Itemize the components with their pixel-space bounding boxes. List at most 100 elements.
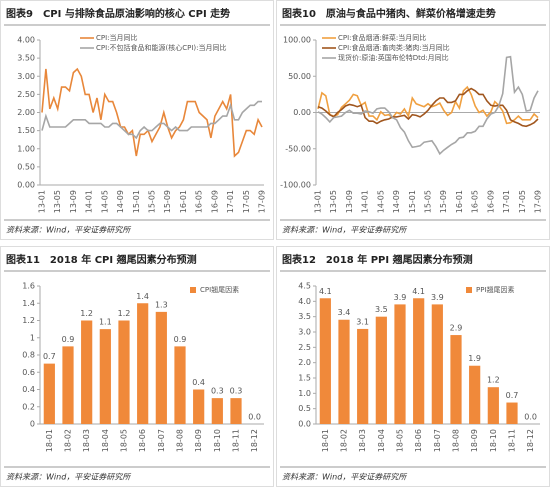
source: 资料来源：Wind，平安证券研究所 <box>6 226 132 235</box>
x-tick-label: 18-06 <box>414 429 423 452</box>
y-tick-label: 0.6 <box>22 368 35 377</box>
bar <box>357 328 369 424</box>
x-tick-label: 14-01 <box>361 190 370 213</box>
legend-label: CPI:当月同比 <box>96 33 138 42</box>
x-tick-label: 14-05 <box>376 190 385 213</box>
bar <box>174 346 186 424</box>
y-tick-label: 1.2 <box>22 316 35 325</box>
data-label: 4.1 <box>319 287 332 296</box>
data-label: 3.4 <box>338 308 351 317</box>
line-series <box>41 67 263 158</box>
x-tick-label: 15-05 <box>424 190 433 213</box>
bar <box>319 298 331 424</box>
x-tick-label: 15-01 <box>132 190 141 213</box>
x-tick-label: 17-05 <box>518 190 527 213</box>
x-tick-label: 16-05 <box>471 190 480 213</box>
bar <box>193 389 205 424</box>
line-series <box>317 55 539 156</box>
y-tick-label: 1 <box>30 333 35 342</box>
x-tick-label: 18-11 <box>508 429 517 452</box>
x-tick-label: 15-09 <box>439 190 448 213</box>
x-tick-label: 14-05 <box>100 190 109 213</box>
data-label: 0.7 <box>506 391 519 400</box>
y-tick-label: 2.0 <box>298 358 311 367</box>
x-tick-label: 18-05 <box>396 429 405 452</box>
panel-title: 图表12 2018 年 PPI 翘尾因素分布预测 <box>282 253 473 266</box>
data-label: 1.9 <box>468 354 481 363</box>
data-label: 0.3 <box>230 387 243 396</box>
legend-label: PPI翘尾因素 <box>476 285 515 294</box>
data-label: 3.9 <box>394 293 407 302</box>
x-tick-label: 18-02 <box>340 429 349 452</box>
bar <box>155 311 167 424</box>
x-tick-label: 13-01 <box>313 190 322 213</box>
bar <box>450 335 462 424</box>
panel-title: 图表11 2018 年 CPI 翘尾因素分布预测 <box>6 253 197 266</box>
data-label: 1.4 <box>136 292 149 301</box>
legend-swatch <box>190 287 196 293</box>
x-tick-label: 17-05 <box>242 190 251 213</box>
panel-title: 图表10 原油与食品中猪肉、鲜菜价格增速走势 <box>282 7 496 20</box>
bar <box>431 304 443 424</box>
bar <box>230 398 242 424</box>
data-label: 0.9 <box>174 335 187 344</box>
x-tick-label: 18-09 <box>470 429 479 452</box>
x-tick-label: 18-10 <box>489 429 498 452</box>
y-tick-label: 0.2 <box>22 402 35 411</box>
x-tick-label: 15-05 <box>148 190 157 213</box>
y-tick-label: 4.5 <box>298 282 311 291</box>
x-tick-label: 18-01 <box>45 429 54 452</box>
y-tick-label: 2.00 <box>17 108 35 117</box>
y-tick-label: 4.00 <box>17 36 35 45</box>
bar <box>413 298 425 424</box>
panel <box>0 0 274 240</box>
bar <box>62 346 74 424</box>
source: 资料来源：Wind，平安证券研究所 <box>282 226 408 235</box>
x-tick-label: 18-04 <box>377 429 386 452</box>
x-tick-label: 18-11 <box>232 429 241 452</box>
bar <box>487 387 499 424</box>
y-tick-label: 2.50 <box>17 90 35 99</box>
legend-label: CPI:食品烟酒:鲜菜:当月同比 <box>338 33 426 42</box>
x-tick-label: 18-12 <box>250 429 259 452</box>
y-tick-label: 1.5 <box>298 374 311 383</box>
x-tick-label: 18-10 <box>213 429 222 452</box>
x-tick-label: 13-05 <box>329 190 338 213</box>
bar <box>469 365 481 424</box>
legend-label: 现货价:原油:英国布伦特Dtd:月同比 <box>338 53 449 62</box>
data-label: 0.4 <box>192 378 205 387</box>
x-tick-label: 14-09 <box>392 190 401 213</box>
y-tick-label: 3.50 <box>17 54 35 63</box>
x-tick-label: 18-02 <box>64 429 73 452</box>
x-tick-label: 15-09 <box>163 190 172 213</box>
y-tick-label: 0.0 <box>298 420 311 429</box>
x-tick-label: 16-09 <box>486 190 495 213</box>
y-tick-label: 1.50 <box>17 126 35 135</box>
y-tick-label: 1.6 <box>22 282 35 291</box>
data-label: 3.5 <box>375 305 388 314</box>
data-label: 1.3 <box>155 300 168 309</box>
x-tick-label: 18-04 <box>101 429 110 452</box>
x-tick-label: 17-09 <box>534 190 543 213</box>
y-tick-label: 1.00 <box>17 144 35 153</box>
x-tick-label: 14-01 <box>85 190 94 213</box>
y-tick-label: 0.5 <box>298 404 311 413</box>
y-tick-label: 1.4 <box>22 299 35 308</box>
y-tick-label: 50.00 <box>288 72 311 81</box>
x-tick-label: 18-01 <box>321 429 330 452</box>
bar <box>99 329 111 424</box>
legend-label: CPI:不包括食品和能源(核心CPI):当月同比 <box>96 43 227 52</box>
data-label: 1.2 <box>80 309 93 318</box>
data-label: 1.2 <box>487 376 500 385</box>
y-tick-label: 0.00 <box>293 108 311 117</box>
data-label: 3.9 <box>431 293 444 302</box>
x-tick-label: 13-09 <box>69 190 78 213</box>
source: 资料来源：Wind，平安证券研究所 <box>282 473 408 482</box>
y-tick-label: -100.00 <box>280 181 311 190</box>
x-tick-label: 18-12 <box>526 429 535 452</box>
x-tick-label: 16-09 <box>210 190 219 213</box>
y-tick-label: 0.8 <box>22 351 35 360</box>
line-series <box>317 85 539 125</box>
y-tick-label: 0.50 <box>17 162 35 171</box>
